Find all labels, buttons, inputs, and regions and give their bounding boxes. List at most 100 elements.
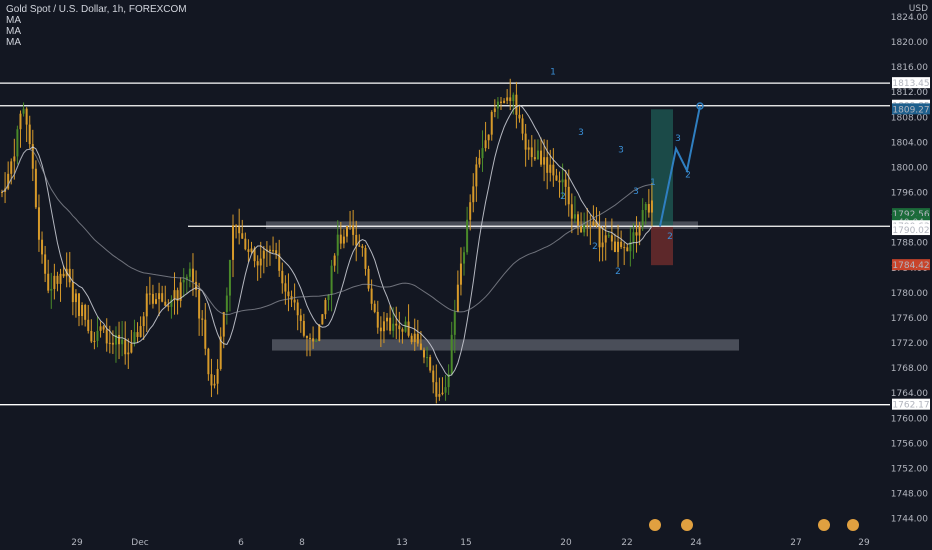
candle-body bbox=[225, 295, 228, 312]
date-tick-label: 15 bbox=[460, 538, 471, 548]
candle-body bbox=[364, 247, 367, 269]
candle-body bbox=[503, 100, 506, 103]
candle-body bbox=[416, 333, 419, 344]
price-tick-label: 1788.00 bbox=[891, 239, 928, 249]
candle-body bbox=[309, 337, 312, 339]
candle-body bbox=[330, 265, 333, 295]
date-tick-label: 20 bbox=[560, 538, 572, 548]
candle-body bbox=[324, 300, 327, 315]
ma-indicator-1[interactable]: MA bbox=[6, 15, 21, 26]
candle-body bbox=[195, 281, 198, 290]
candle-body bbox=[173, 290, 176, 300]
candle-body bbox=[127, 352, 130, 355]
candle-body bbox=[302, 320, 305, 336]
candle-body bbox=[41, 239, 44, 255]
candle-body bbox=[499, 101, 502, 103]
price-tick-label: 1768.00 bbox=[891, 364, 928, 374]
candle-body bbox=[466, 219, 469, 253]
event-badge-icon[interactable] bbox=[818, 519, 830, 531]
candle-body bbox=[395, 323, 398, 326]
candle-body bbox=[148, 293, 151, 295]
ma-fast-line[interactable] bbox=[1, 104, 653, 377]
candle-body bbox=[617, 241, 620, 252]
price-tick-label: 1824.00 bbox=[891, 13, 928, 23]
candle-body bbox=[130, 343, 133, 353]
candle-body bbox=[515, 94, 518, 115]
candle-body bbox=[31, 144, 34, 169]
ma-indicator-2[interactable]: MA bbox=[6, 26, 21, 37]
candle-body bbox=[382, 321, 385, 332]
price-tick-label: 1816.00 bbox=[891, 63, 928, 73]
candle-body bbox=[607, 235, 610, 237]
candle-body bbox=[87, 319, 90, 331]
chart-header: Gold Spot / U.S. Dollar, 1h, FOREXCOM MA… bbox=[6, 4, 187, 48]
candle-body bbox=[601, 242, 604, 248]
event-badge-icon[interactable] bbox=[649, 519, 661, 531]
candle-body bbox=[478, 158, 481, 165]
event-badge-icon[interactable] bbox=[847, 519, 859, 531]
price-tag bbox=[892, 103, 930, 115]
stop-zone bbox=[651, 226, 673, 266]
candle-body bbox=[493, 108, 496, 112]
projection-target-marker bbox=[696, 102, 704, 110]
candle-body bbox=[638, 226, 641, 236]
candle-body bbox=[293, 299, 296, 303]
candle-body bbox=[521, 118, 524, 134]
candle-body bbox=[469, 202, 472, 220]
candle-body bbox=[315, 340, 318, 342]
candle-body bbox=[305, 335, 308, 338]
candle-body bbox=[567, 186, 570, 205]
candle-body bbox=[222, 311, 225, 337]
event-badge-icon[interactable] bbox=[681, 519, 693, 531]
candle-body bbox=[484, 140, 487, 149]
price-tick-label: 1772.00 bbox=[891, 339, 928, 349]
candle-body bbox=[204, 319, 207, 349]
candle-body bbox=[321, 314, 324, 325]
candle-body bbox=[558, 180, 561, 183]
candle-body bbox=[216, 368, 219, 384]
candle-body bbox=[592, 221, 595, 226]
ma-indicator-3[interactable]: MA bbox=[6, 37, 21, 48]
price-tag bbox=[892, 208, 930, 220]
candle-body bbox=[647, 204, 650, 213]
candle-body bbox=[626, 247, 629, 252]
candle-body bbox=[213, 383, 216, 386]
price-tag bbox=[892, 259, 930, 271]
candle-body bbox=[376, 311, 379, 328]
candle-body bbox=[161, 293, 164, 302]
candle-body bbox=[327, 294, 330, 301]
price-tag bbox=[892, 398, 930, 410]
candle-body bbox=[481, 148, 484, 159]
candle-body bbox=[198, 289, 201, 319]
date-tick-label: 29 bbox=[858, 538, 870, 548]
candle-body bbox=[164, 301, 167, 306]
ma-slow-line[interactable] bbox=[1, 148, 652, 316]
candle-body bbox=[342, 236, 345, 244]
symbol-title[interactable]: Gold Spot / U.S. Dollar, 1h, FOREXCOM bbox=[6, 4, 187, 15]
candle-body bbox=[623, 247, 626, 249]
candle-body bbox=[78, 293, 81, 317]
candle-body bbox=[459, 263, 462, 285]
price-tag-label: 1809.27 bbox=[892, 105, 929, 115]
candle-body bbox=[256, 261, 259, 266]
candle-body bbox=[583, 225, 586, 233]
wave-label: 3 bbox=[633, 187, 639, 197]
candle-body bbox=[118, 334, 121, 345]
candle-body bbox=[188, 268, 191, 277]
candle-body bbox=[564, 179, 567, 187]
candle-body bbox=[287, 291, 290, 297]
candle-body bbox=[370, 288, 373, 304]
projection-path[interactable] bbox=[659, 105, 701, 227]
candle-body bbox=[586, 225, 589, 227]
candle-body bbox=[650, 200, 653, 213]
candle-body bbox=[506, 97, 509, 101]
candle-body bbox=[262, 250, 265, 259]
candle-body bbox=[121, 339, 124, 345]
candle-body bbox=[201, 318, 204, 320]
candle-body bbox=[228, 259, 231, 296]
candle-body bbox=[142, 316, 145, 327]
candle-body bbox=[278, 253, 281, 271]
candle-body bbox=[598, 225, 601, 248]
date-tick-label: 27 bbox=[790, 538, 801, 548]
